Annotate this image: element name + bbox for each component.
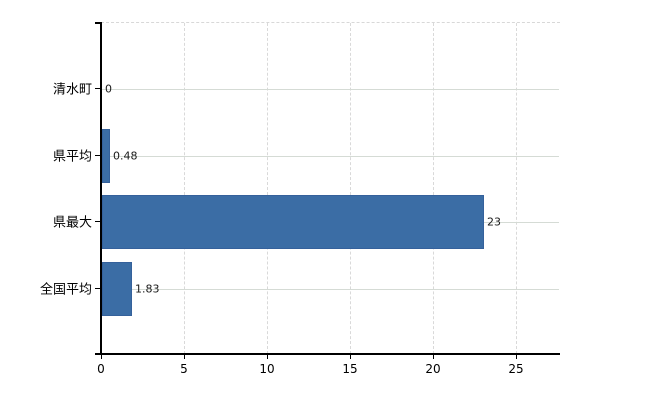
- x-axis-tick: [516, 354, 517, 359]
- category-label: 県最大: [52, 215, 92, 231]
- x-axis-tick: [101, 354, 102, 359]
- x-axis-tick: [350, 354, 351, 359]
- value-label: 0.48: [113, 149, 138, 163]
- horizontal-gridline: [102, 289, 559, 290]
- vertical-gridline: [350, 23, 351, 354]
- x-axis-line: [95, 353, 560, 355]
- x-axis-tick: [433, 354, 434, 359]
- horizontal-gridline: [102, 89, 559, 90]
- vertical-gridline: [433, 23, 434, 354]
- value-label: 0: [105, 82, 112, 96]
- category-label: 県平均: [52, 149, 92, 165]
- bar: [102, 195, 484, 249]
- vertical-gridline: [184, 23, 185, 354]
- x-tick-label: 0: [97, 362, 105, 376]
- category-label: 全国平均: [39, 282, 92, 298]
- horizontal-gridline: [102, 156, 559, 157]
- x-tick-label: 10: [259, 362, 275, 376]
- x-axis-tick: [267, 354, 268, 359]
- y-axis-top-tick: [95, 22, 101, 24]
- y-axis-tick: [95, 88, 100, 89]
- bar: [102, 129, 110, 183]
- y-axis-tick: [95, 155, 100, 156]
- y-axis-tick: [95, 221, 100, 222]
- value-label: 1.83: [135, 282, 160, 296]
- plot-area: 0 0.48 23 1.83: [101, 22, 560, 354]
- x-tick-label: 15: [342, 362, 358, 376]
- value-label: 23: [487, 215, 501, 229]
- vertical-gridline: [516, 23, 517, 354]
- x-tick-label: 5: [180, 362, 188, 376]
- y-axis-tick: [95, 288, 100, 289]
- y-axis-line: [100, 22, 102, 354]
- category-label: 清水町: [52, 82, 92, 98]
- x-tick-label: 20: [425, 362, 441, 376]
- x-axis-tick: [184, 354, 185, 359]
- vertical-gridline: [267, 23, 268, 354]
- x-tick-label: 25: [508, 362, 524, 376]
- bar: [102, 262, 132, 316]
